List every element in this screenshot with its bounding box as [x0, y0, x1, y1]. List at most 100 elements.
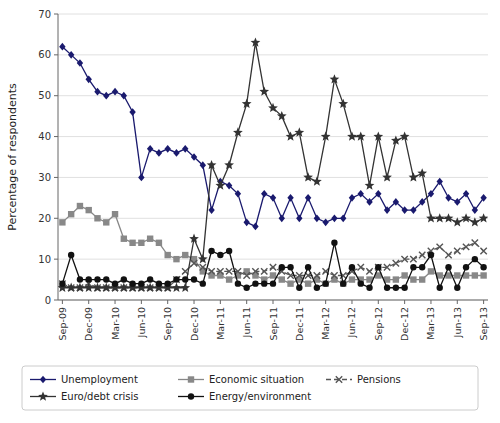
marker — [322, 280, 328, 286]
marker — [94, 88, 100, 96]
marker — [226, 182, 232, 190]
y-tick — [54, 95, 58, 96]
x-tick-label: Dec-09 — [83, 307, 94, 341]
marker — [84, 283, 94, 292]
marker — [445, 264, 451, 270]
marker — [279, 214, 285, 222]
marker — [428, 190, 434, 198]
marker — [66, 283, 76, 292]
series — [58, 37, 488, 291]
marker — [251, 37, 261, 46]
marker — [279, 276, 285, 282]
marker — [349, 194, 355, 202]
x-tick-label: Dec-11 — [294, 307, 305, 341]
marker — [375, 190, 381, 198]
marker — [437, 178, 443, 186]
marker — [287, 194, 293, 202]
grid-line — [58, 14, 488, 15]
legend-label: Economic situation — [209, 374, 304, 385]
marker — [138, 280, 144, 286]
x-tick — [457, 300, 458, 304]
marker — [75, 283, 85, 292]
grid-line — [58, 54, 488, 55]
y-tick-label: 70 — [38, 9, 51, 20]
marker — [145, 283, 155, 292]
legend-label: Energy/environment — [209, 391, 311, 402]
marker — [366, 285, 372, 291]
marker — [373, 131, 383, 140]
marker — [393, 285, 399, 291]
marker — [410, 206, 416, 214]
marker — [356, 131, 366, 140]
marker — [164, 252, 170, 258]
marker — [417, 168, 427, 177]
marker — [305, 264, 311, 270]
marker — [401, 285, 407, 291]
series-line — [62, 206, 483, 284]
marker — [147, 276, 153, 282]
x-tick-label: Dec-10 — [189, 307, 200, 341]
marker — [331, 214, 337, 222]
y-axis-label: Percentage of respondents — [6, 83, 19, 231]
marker — [189, 234, 199, 243]
marker — [287, 280, 293, 286]
x-tick-label: Sep-12 — [373, 307, 384, 340]
series — [59, 203, 487, 287]
marker — [365, 180, 375, 189]
marker — [208, 206, 214, 214]
marker — [208, 268, 214, 274]
legend-box — [22, 366, 478, 410]
y-tick-label: 10 — [38, 254, 51, 265]
x-tick — [299, 300, 300, 304]
marker — [147, 236, 153, 242]
marker — [235, 280, 241, 286]
chart: 010203040506070Sep-09Dec-09Mar-10Jun-10S… — [0, 0, 500, 423]
marker — [294, 127, 304, 136]
x-tick — [194, 300, 195, 304]
marker — [103, 276, 109, 282]
marker — [261, 190, 267, 198]
series-line — [62, 243, 483, 288]
marker — [445, 194, 451, 202]
marker — [59, 219, 65, 225]
marker — [270, 272, 276, 278]
marker — [437, 285, 443, 291]
marker — [233, 127, 243, 136]
marker — [287, 264, 293, 270]
x-tick — [325, 300, 326, 304]
marker — [391, 136, 401, 145]
marker — [463, 190, 469, 198]
marker — [479, 213, 488, 222]
marker — [68, 252, 74, 258]
marker — [463, 244, 469, 250]
marker — [112, 88, 118, 96]
marker — [172, 283, 182, 292]
x-tick-label: Mar-13 — [425, 307, 436, 340]
marker — [261, 280, 267, 286]
marker — [366, 268, 372, 274]
marker — [305, 194, 311, 202]
series-line — [62, 43, 483, 288]
marker — [242, 99, 252, 108]
marker — [426, 213, 436, 222]
x-tick-label: Mar-12 — [320, 307, 331, 340]
marker — [59, 280, 65, 286]
marker — [375, 264, 381, 270]
plot-data — [58, 37, 488, 291]
legend-label: Pensions — [357, 374, 401, 385]
marker — [314, 272, 320, 278]
x-tick — [88, 300, 89, 304]
y-tick-label: 30 — [38, 172, 51, 183]
marker — [243, 272, 249, 278]
marker — [358, 264, 364, 270]
marker — [480, 194, 486, 202]
y-tick — [54, 177, 58, 178]
marker — [480, 272, 486, 278]
marker — [173, 276, 179, 282]
x-tick-label: Sep-11 — [268, 307, 279, 340]
grid-line — [58, 259, 488, 260]
x-tick — [141, 300, 142, 304]
marker — [454, 248, 460, 254]
y-axis-line — [58, 14, 59, 300]
marker — [419, 264, 425, 270]
